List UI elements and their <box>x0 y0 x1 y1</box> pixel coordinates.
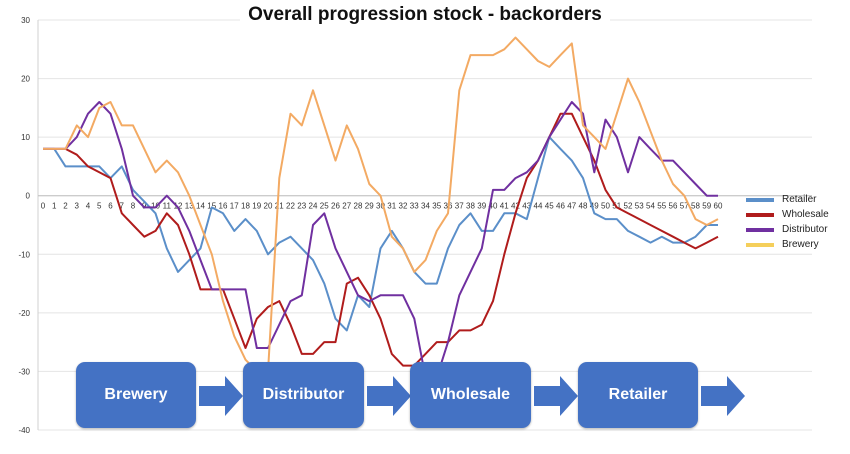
chart-title: Overall progression stock - backorders <box>0 4 850 26</box>
series-line-brewery <box>43 36 719 373</box>
x-tick-label: 24 <box>309 202 318 211</box>
x-tick-label: 29 <box>365 202 374 211</box>
x-tick-label: 16 <box>219 202 228 211</box>
x-tick-label: 17 <box>230 202 239 211</box>
x-tick-label: 45 <box>545 202 554 211</box>
x-tick-label: 52 <box>624 202 633 211</box>
x-tick-label: 4 <box>86 202 91 211</box>
legend-item-brewery: Brewery <box>746 237 829 252</box>
x-tick-label: 14 <box>196 202 205 211</box>
x-tick-label: 13 <box>185 202 194 211</box>
y-tick-label: -40 <box>18 426 30 435</box>
x-tick-label: 39 <box>477 202 486 211</box>
x-tick-label: 44 <box>534 202 543 211</box>
x-tick-label: 46 <box>556 202 565 211</box>
legend-item-wholesale: Wholesale <box>746 207 829 222</box>
x-tick-label: 23 <box>297 202 306 211</box>
series-line-wholesale <box>43 112 719 367</box>
x-tick-label: 21 <box>275 202 284 211</box>
y-tick-label: -30 <box>18 367 30 376</box>
x-tick-label: 15 <box>207 202 216 211</box>
x-tick-label: 8 <box>131 202 136 211</box>
y-tick-label: -20 <box>18 309 30 318</box>
series-line-retailer <box>43 136 718 332</box>
x-tick-label: 26 <box>331 202 340 211</box>
x-tick-label: 7 <box>120 202 125 211</box>
x-tick-label: 35 <box>432 202 441 211</box>
x-tick-label: 55 <box>657 202 666 211</box>
x-tick-label: 54 <box>646 202 655 211</box>
flow-box-distributor: Distributor <box>243 362 364 428</box>
legend: Retailer Wholesale Distributor Brewery <box>746 192 829 252</box>
legend-swatch-wholesale <box>746 212 774 217</box>
x-tick-label: 53 <box>635 202 644 211</box>
x-tick-label: 50 <box>601 202 610 211</box>
x-tick-label: 3 <box>75 202 80 211</box>
flow-arrow-icon <box>534 376 578 416</box>
x-tick-label: 58 <box>691 202 700 211</box>
x-tick-label: 41 <box>500 202 509 211</box>
y-tick-label: 30 <box>21 16 30 25</box>
legend-swatch-distributor <box>746 227 774 232</box>
x-tick-label: 0 <box>41 202 46 211</box>
x-tick-label: 49 <box>590 202 599 211</box>
x-tick-label: 38 <box>466 202 475 211</box>
y-tick-label: 10 <box>21 133 30 142</box>
legend-label-distributor: Distributor <box>782 224 828 235</box>
x-tick-label: 25 <box>320 202 329 211</box>
legend-label-retailer: Retailer <box>782 194 817 205</box>
x-tick-label: 32 <box>399 202 408 211</box>
x-tick-label: 1 <box>52 202 57 211</box>
x-tick-label: 22 <box>286 202 295 211</box>
x-tick-label: 2 <box>63 202 68 211</box>
x-tick-label: 33 <box>410 202 419 211</box>
x-tick-label: 40 <box>489 202 498 211</box>
flow-box-brewery: Brewery <box>76 362 196 428</box>
x-tick-label: 20 <box>264 202 273 211</box>
x-tick-label: 47 <box>567 202 576 211</box>
x-tick-label: 18 <box>241 202 250 211</box>
x-tick-label: 60 <box>714 202 723 211</box>
flow-arrow-icon <box>367 376 411 416</box>
flow-arrow-icon <box>199 376 243 416</box>
legend-label-brewery: Brewery <box>782 239 819 250</box>
x-tick-label: 43 <box>522 202 531 211</box>
y-tick-label: 0 <box>26 192 31 201</box>
y-tick-label: -10 <box>18 250 30 259</box>
x-tick-label: 27 <box>342 202 351 211</box>
chart-title-text: Overall progression stock - backorders <box>240 4 610 25</box>
x-tick-label: 30 <box>376 202 385 211</box>
x-tick-label: 56 <box>669 202 678 211</box>
x-tick-label: 6 <box>108 202 113 211</box>
x-tick-label: 48 <box>579 202 588 211</box>
x-tick-label: 31 <box>387 202 396 211</box>
x-tick-label: 57 <box>680 202 689 211</box>
x-tick-label: 59 <box>702 202 711 211</box>
flow-box-wholesale: Wholesale <box>410 362 531 428</box>
x-tick-label: 42 <box>511 202 520 211</box>
legend-item-retailer: Retailer <box>746 192 829 207</box>
series-line-distributor <box>43 101 718 379</box>
y-tick-label: 20 <box>21 75 30 84</box>
x-tick-label: 11 <box>163 202 172 211</box>
flow-box-retailer: Retailer <box>578 362 698 428</box>
x-tick-label: 5 <box>97 202 102 211</box>
legend-swatch-brewery <box>746 242 774 247</box>
series-lines <box>43 36 719 379</box>
legend-label-wholesale: Wholesale <box>782 209 829 220</box>
legend-item-distributor: Distributor <box>746 222 829 237</box>
flow-arrow-icon <box>701 376 745 416</box>
legend-swatch-retailer <box>746 197 774 202</box>
x-tick-label: 19 <box>252 202 261 211</box>
x-tick-label: 37 <box>455 202 464 211</box>
x-tick-label: 12 <box>174 202 183 211</box>
x-tick-label: 34 <box>421 202 430 211</box>
x-tick-label: 28 <box>354 202 363 211</box>
